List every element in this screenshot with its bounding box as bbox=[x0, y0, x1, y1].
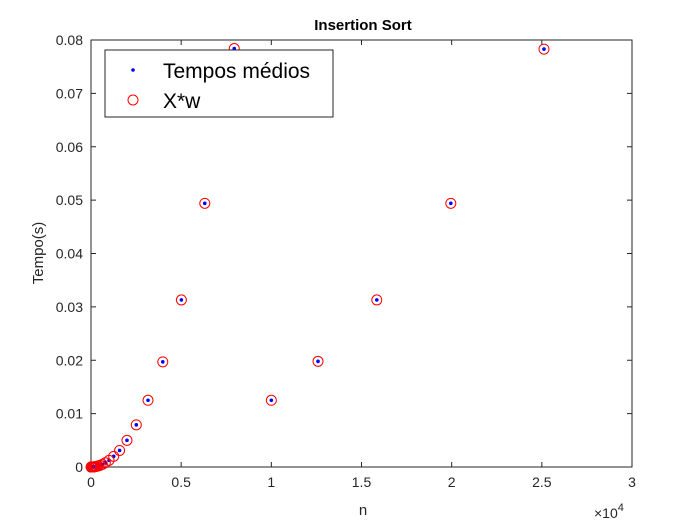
chart-title: Insertion Sort bbox=[314, 17, 412, 34]
y-tick-label: 0.02 bbox=[56, 352, 83, 368]
data-point-xw bbox=[199, 197, 211, 209]
x-tick-label: 1 bbox=[267, 474, 275, 490]
data-point-tempos-medios bbox=[117, 448, 122, 453]
data-point-xw bbox=[445, 197, 457, 209]
y-tick-label: 0.03 bbox=[56, 299, 83, 315]
data-point-xw bbox=[175, 294, 187, 306]
y-tick-label: 0.05 bbox=[56, 192, 83, 208]
y-tick-label: 0.06 bbox=[56, 139, 83, 155]
data-point-tempos-medios bbox=[125, 438, 129, 443]
x-tick-label: 2.5 bbox=[532, 474, 552, 490]
data-point-tempos-medios bbox=[449, 201, 453, 206]
data-point-xw bbox=[371, 294, 383, 306]
svg-text:×104: ×104 bbox=[594, 502, 624, 521]
points-layer bbox=[85, 43, 550, 473]
data-point-xw bbox=[538, 43, 550, 55]
legend: Tempos médios X*w bbox=[104, 49, 334, 118]
x-axis-label: n bbox=[359, 502, 367, 519]
data-point-xw bbox=[157, 356, 169, 368]
y-tick-label: 0.07 bbox=[56, 85, 83, 101]
data-point-tempos-medios bbox=[160, 360, 165, 364]
data-point-xw bbox=[312, 355, 324, 367]
data-point-xw bbox=[142, 394, 154, 406]
data-point-xw bbox=[265, 394, 277, 406]
data-point-xw bbox=[121, 434, 133, 446]
x-exponent-power: 4 bbox=[618, 502, 624, 514]
y-tick-label: 0.01 bbox=[56, 406, 83, 422]
data-point-tempos-medios bbox=[134, 423, 139, 427]
ticks-layer: 0 0.5 1 1.5 2 2.5 3 0 0.01 0.02 0.03 0.04 0.05 0.06 0.… bbox=[56, 32, 636, 490]
data-point-tempos-medios bbox=[316, 359, 320, 364]
data-point-tempos-medios bbox=[375, 298, 379, 302]
y-tick-label: 0 bbox=[75, 459, 83, 475]
x-exponent-label: ×104 bbox=[594, 502, 624, 521]
legend-marker-xw bbox=[127, 94, 139, 106]
data-point-xw bbox=[114, 444, 126, 456]
x-tick-label: 2 bbox=[448, 474, 456, 490]
data-point-tempos-medios bbox=[179, 298, 184, 302]
data-point-tempos-medios bbox=[232, 46, 237, 51]
data-point-tempos-medios bbox=[202, 201, 207, 206]
data-point-tempos-medios bbox=[269, 398, 274, 403]
legend-label-tempos-medios: Tempos médios bbox=[163, 60, 310, 83]
legend-label-xw: X*w bbox=[163, 90, 201, 113]
x-tick-label: 1.5 bbox=[352, 474, 372, 490]
y-tick-label: 0.08 bbox=[56, 32, 83, 48]
x-exponent-base: ×10 bbox=[594, 505, 618, 521]
data-point-tempos-medios bbox=[542, 47, 546, 51]
y-axis-label: Tempo(s) bbox=[30, 222, 47, 285]
data-point-tempos-medios bbox=[146, 398, 150, 403]
y-tick-label: 0.04 bbox=[56, 246, 83, 262]
x-tick-label: 3 bbox=[628, 474, 636, 490]
data-point-xw bbox=[108, 450, 120, 462]
data-point-xw bbox=[130, 419, 142, 431]
legend-marker-tempos-medios bbox=[131, 68, 135, 72]
legend-box bbox=[104, 49, 334, 118]
x-tick-label: 0.5 bbox=[171, 474, 191, 490]
x-tick-label: 0 bbox=[87, 474, 95, 490]
data-point-xw bbox=[96, 458, 108, 470]
